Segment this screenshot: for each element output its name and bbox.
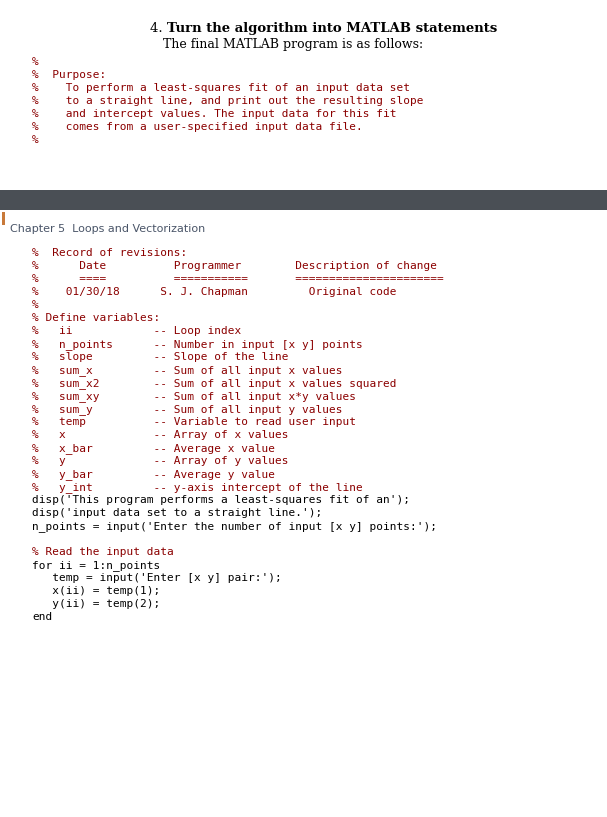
Text: Turn the algorithm into MATLAB statements: Turn the algorithm into MATLAB statement… xyxy=(167,22,497,35)
Text: %   y_int         -- y-axis intercept of the line: % y_int -- y-axis intercept of the line xyxy=(32,482,363,493)
Text: %: % xyxy=(32,135,39,145)
Text: % Define variables:: % Define variables: xyxy=(32,313,160,323)
Text: %: % xyxy=(32,57,39,67)
Text: %  Purpose:: % Purpose: xyxy=(32,70,106,80)
Text: 4.: 4. xyxy=(150,22,171,35)
Text: %  Record of revisions:: % Record of revisions: xyxy=(32,248,187,258)
Bar xyxy=(2,212,5,225)
Text: The final MATLAB program is as follows:: The final MATLAB program is as follows: xyxy=(163,38,423,51)
Text: %   sum_x         -- Sum of all input x values: % sum_x -- Sum of all input x values xyxy=(32,365,342,376)
Text: %      ====          ===========       ======================: % ==== =========== =====================… xyxy=(32,274,444,284)
Text: for ii = 1:n_points: for ii = 1:n_points xyxy=(32,560,160,571)
Text: %    comes from a user-specified input data file.: % comes from a user-specified input data… xyxy=(32,122,363,132)
Text: %   temp          -- Variable to read user input: % temp -- Variable to read user input xyxy=(32,417,356,427)
Text: %    to a straight line, and print out the resulting slope: % to a straight line, and print out the … xyxy=(32,96,424,106)
Text: %      Date          Programmer        Description of change: % Date Programmer Description of change xyxy=(32,261,437,271)
Text: %   x_bar         -- Average x value: % x_bar -- Average x value xyxy=(32,443,275,454)
Text: %    and intercept values. The input data for this fit: % and intercept values. The input data f… xyxy=(32,109,396,119)
Text: %   x             -- Array of x values: % x -- Array of x values xyxy=(32,430,288,440)
Text: %   n_points      -- Number in input [x y] points: % n_points -- Number in input [x y] poin… xyxy=(32,339,363,350)
Text: disp('This program performs a least-squares fit of an');: disp('This program performs a least-squa… xyxy=(32,495,410,505)
Text: %   sum_x2        -- Sum of all input x values squared: % sum_x2 -- Sum of all input x values sq… xyxy=(32,378,396,389)
Text: temp = input('Enter [x y] pair:');: temp = input('Enter [x y] pair:'); xyxy=(32,573,282,583)
Text: end: end xyxy=(32,612,52,622)
Text: Chapter 5  Loops and Vectorization: Chapter 5 Loops and Vectorization xyxy=(10,224,205,234)
Text: %: % xyxy=(32,300,39,310)
Text: % Read the input data: % Read the input data xyxy=(32,547,174,557)
Text: %    To perform a least-squares fit of an input data set: % To perform a least-squares fit of an i… xyxy=(32,83,410,93)
Text: n_points = input('Enter the number of input [x y] points:');: n_points = input('Enter the number of in… xyxy=(32,521,437,532)
Text: x(ii) = temp(1);: x(ii) = temp(1); xyxy=(32,586,160,596)
Text: %   y             -- Array of y values: % y -- Array of y values xyxy=(32,456,288,466)
Text: y(ii) = temp(2);: y(ii) = temp(2); xyxy=(32,599,160,609)
Text: %   sum_y         -- Sum of all input y values: % sum_y -- Sum of all input y values xyxy=(32,404,342,415)
Text: %   slope         -- Slope of the line: % slope -- Slope of the line xyxy=(32,352,288,362)
Text: %   y_bar         -- Average y value: % y_bar -- Average y value xyxy=(32,469,275,480)
Bar xyxy=(0,190,607,210)
Text: %    01/30/18      S. J. Chapman         Original code: % 01/30/18 S. J. Chapman Original code xyxy=(32,287,396,297)
Text: disp('input data set to a straight line.');: disp('input data set to a straight line.… xyxy=(32,508,322,518)
Text: %   sum_xy        -- Sum of all input x*y values: % sum_xy -- Sum of all input x*y values xyxy=(32,391,356,402)
Text: %   ii            -- Loop index: % ii -- Loop index xyxy=(32,326,241,336)
